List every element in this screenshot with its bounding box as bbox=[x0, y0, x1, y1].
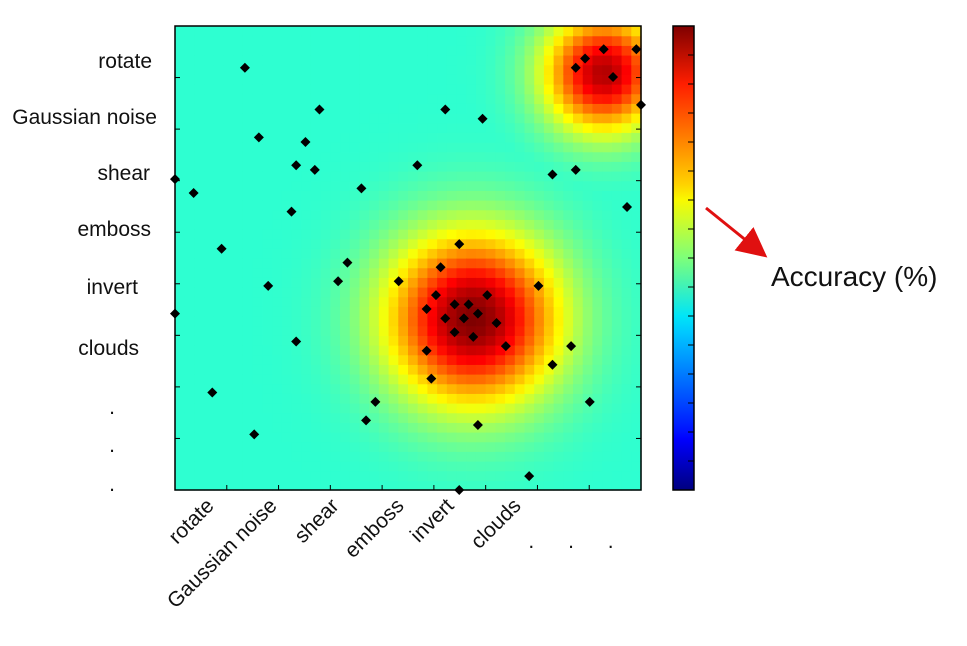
data-point bbox=[253, 132, 264, 143]
data-point bbox=[342, 257, 353, 268]
data-point bbox=[524, 471, 535, 482]
data-point bbox=[547, 359, 558, 370]
x-tick-labels: rotate Gaussian noise shear emboss inver… bbox=[163, 494, 627, 613]
colorbar-label: Accuracy (%) bbox=[771, 261, 937, 292]
data-point bbox=[566, 341, 577, 352]
data-point bbox=[468, 331, 479, 342]
y-tick-invert: invert bbox=[87, 276, 139, 299]
data-point bbox=[533, 280, 544, 291]
data-point bbox=[263, 280, 274, 291]
y-tick-ellipsis-3: . bbox=[109, 473, 115, 496]
data-point bbox=[333, 276, 344, 287]
y-tick-rotate: rotate bbox=[98, 50, 152, 73]
data-point bbox=[309, 164, 320, 175]
data-point bbox=[421, 345, 432, 356]
data-point bbox=[291, 160, 302, 171]
data-point bbox=[454, 239, 465, 250]
x-tick-invert: invert bbox=[406, 494, 459, 547]
data-point bbox=[370, 396, 381, 407]
data-point bbox=[631, 44, 642, 55]
data-point bbox=[239, 62, 250, 73]
data-point bbox=[361, 415, 372, 426]
data-point bbox=[472, 420, 483, 431]
data-point bbox=[547, 169, 558, 180]
data-points bbox=[170, 44, 646, 495]
x-tick-ellipsis: . . . bbox=[528, 530, 627, 553]
data-point bbox=[188, 188, 199, 199]
x-tick-gaussian-noise: Gaussian noise bbox=[163, 494, 282, 613]
x-tick-shear: shear bbox=[290, 494, 343, 547]
colorbar-ticks bbox=[688, 54, 694, 462]
data-point bbox=[440, 313, 451, 324]
data-point bbox=[430, 290, 441, 301]
data-point bbox=[608, 72, 619, 83]
data-point bbox=[393, 276, 404, 287]
y-tick-emboss: emboss bbox=[77, 218, 151, 241]
data-point bbox=[477, 113, 488, 124]
data-point bbox=[622, 201, 633, 212]
data-point bbox=[291, 336, 302, 347]
colorbar bbox=[672, 25, 695, 491]
y-tick-labels: rotate Gaussian noise shear emboss inver… bbox=[12, 50, 157, 496]
data-point bbox=[472, 308, 483, 319]
heatmap-area bbox=[170, 25, 646, 495]
data-point bbox=[412, 160, 423, 171]
legend-arrow bbox=[705, 206, 768, 258]
data-point bbox=[207, 387, 218, 398]
data-point bbox=[421, 304, 432, 315]
data-point bbox=[435, 262, 446, 273]
data-point bbox=[426, 373, 437, 384]
x-tick-rotate: rotate bbox=[164, 494, 218, 548]
data-point bbox=[300, 137, 311, 147]
data-point bbox=[500, 341, 511, 352]
data-point bbox=[314, 104, 325, 115]
data-point bbox=[249, 429, 260, 440]
y-tick-gaussian-noise: Gaussian noise bbox=[12, 106, 157, 129]
y-tick-ellipsis-2: . bbox=[109, 434, 115, 457]
data-point bbox=[570, 164, 581, 175]
data-point bbox=[356, 183, 367, 194]
x-tick-clouds: clouds bbox=[466, 494, 525, 553]
data-point bbox=[491, 317, 502, 328]
data-point bbox=[440, 104, 451, 115]
data-point bbox=[463, 299, 474, 310]
data-point bbox=[458, 313, 469, 324]
data-point bbox=[286, 206, 297, 217]
y-tick-clouds: clouds bbox=[78, 337, 139, 360]
data-point bbox=[449, 299, 460, 310]
x-tick-emboss: emboss bbox=[340, 494, 408, 562]
data-point bbox=[482, 290, 493, 301]
y-tick-ellipsis-1: . bbox=[109, 396, 115, 419]
y-tick-shear: shear bbox=[97, 162, 150, 185]
data-point bbox=[570, 62, 581, 73]
data-point bbox=[598, 44, 609, 55]
data-point bbox=[449, 327, 460, 338]
data-point bbox=[216, 243, 227, 254]
data-point bbox=[580, 53, 591, 64]
data-point bbox=[584, 396, 595, 407]
heatmap-frame bbox=[174, 25, 642, 491]
